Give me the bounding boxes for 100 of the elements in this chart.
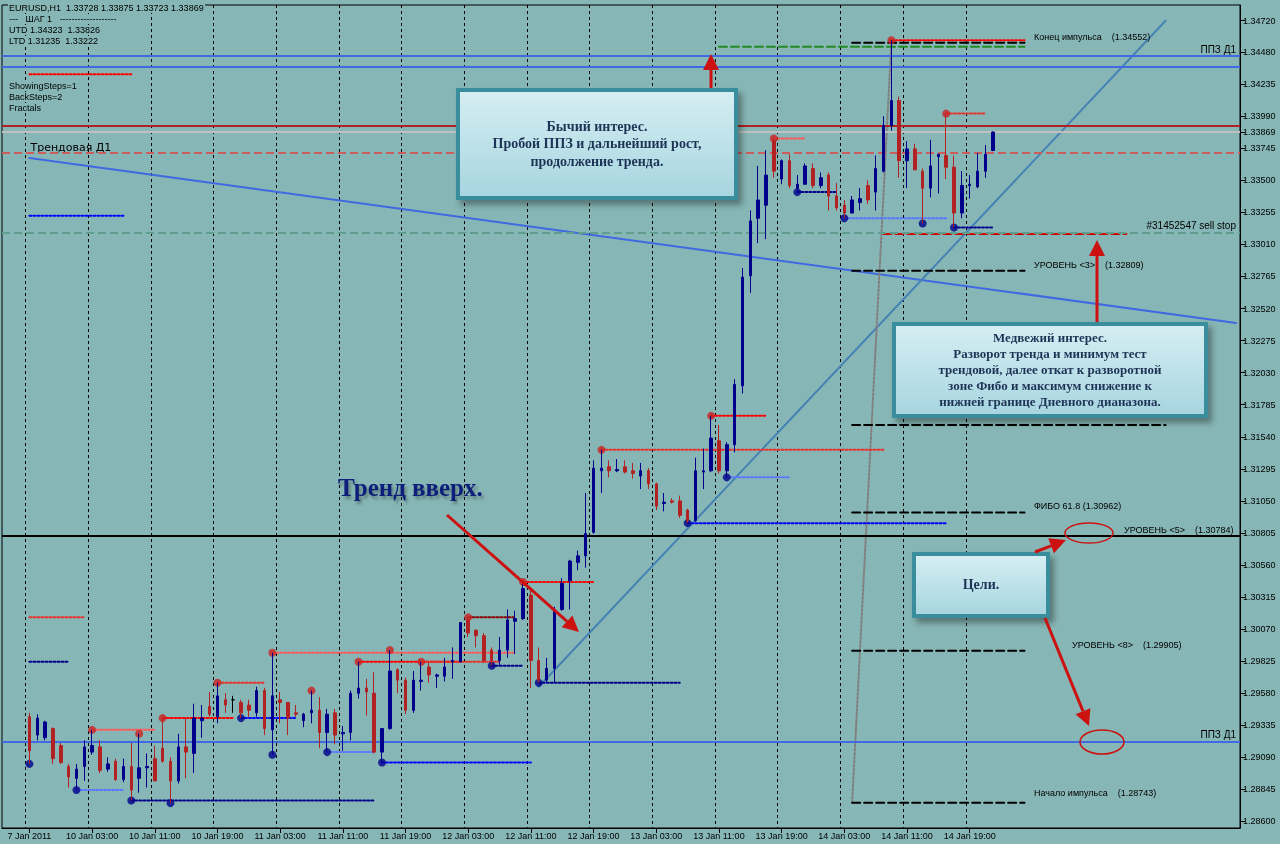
annotation: UTD 1.34323 1.33826	[8, 25, 102, 35]
candlestick	[36, 713, 39, 741]
candlestick	[678, 495, 682, 519]
text-box: Цели.	[912, 552, 1050, 618]
candlestick	[913, 143, 917, 171]
annotation: Конец импульса (1.34552)	[1034, 32, 1151, 42]
candlestick	[968, 174, 971, 200]
y-tick-label: 1.33010	[1243, 239, 1276, 250]
candlestick	[819, 171, 823, 189]
candlestick	[278, 691, 282, 724]
candlestick	[474, 628, 478, 648]
x-tick-label: 11 Jan 19:00	[379, 830, 432, 841]
candlestick	[365, 678, 368, 716]
candlestick	[529, 588, 533, 689]
candlestick	[357, 661, 360, 699]
candlestick	[545, 657, 548, 684]
point	[487, 661, 496, 670]
annotation: ShowingSteps=1	[8, 81, 78, 91]
x-tick-label: 13 Jan 11:00	[693, 830, 745, 841]
candlestick	[231, 695, 235, 714]
annotation: УРОВЕНЬ <5> (1.30784)	[1124, 525, 1234, 535]
candlestick	[615, 458, 619, 473]
annotation: ФИБО 61.8 (1.30962)	[1034, 501, 1122, 511]
candlestick	[192, 703, 196, 774]
candlestick	[788, 153, 791, 189]
candlestick	[482, 632, 486, 664]
candlestick	[271, 652, 274, 756]
y-tick-label: 1.34480	[1243, 47, 1276, 58]
candlestick	[835, 182, 838, 211]
candlestick	[310, 690, 313, 724]
candlestick	[937, 153, 940, 194]
candlestick	[177, 733, 180, 785]
candlestick	[764, 149, 768, 240]
candlestick	[537, 646, 540, 684]
candlestick	[396, 667, 399, 694]
candlestick	[333, 708, 337, 745]
candlestick	[553, 606, 556, 684]
candlestick	[560, 577, 564, 612]
candlestick	[929, 139, 932, 198]
candlestick	[263, 687, 266, 736]
series-label: Трендовая Д1	[29, 140, 112, 154]
annotation: BackSteps=2	[8, 92, 64, 102]
y-tick-label: 1.29580	[1243, 688, 1276, 699]
point	[236, 714, 245, 723]
candlestick	[98, 739, 102, 774]
point	[268, 750, 277, 759]
y-tick-label: 1.29825	[1243, 656, 1276, 667]
y-tick-label: 1.28600	[1243, 816, 1276, 827]
candlestick	[568, 559, 572, 610]
candlestick	[255, 686, 258, 718]
candlestick	[153, 745, 157, 782]
y-tick-label: 1.33255	[1243, 207, 1276, 218]
candlestick	[427, 662, 431, 684]
text-box: Бычий интерес. Пробой ППЗ и дальнейший рост, продолжение тренда.	[456, 88, 738, 200]
point	[417, 657, 426, 666]
candlestick	[584, 492, 587, 569]
point	[378, 758, 387, 767]
candlestick	[756, 165, 760, 244]
point	[135, 729, 144, 738]
candlestick	[247, 699, 251, 718]
candlestick	[294, 704, 298, 718]
candlestick	[960, 170, 964, 219]
point	[385, 646, 394, 655]
point	[597, 445, 606, 454]
candlestick	[803, 162, 807, 185]
candlestick	[114, 758, 117, 782]
y-tick-label: 1.30315	[1243, 592, 1276, 603]
candlestick	[741, 267, 744, 395]
y-tick-label: 1.34235	[1243, 79, 1276, 90]
ref-line-label: #31452547 sell stop	[1146, 220, 1237, 232]
candlestick	[827, 171, 830, 211]
candlestick	[984, 144, 987, 179]
candlestick	[592, 459, 595, 535]
candlestick	[905, 140, 909, 189]
candlestick	[200, 704, 204, 739]
x-tick-label: 10 Jan 11:00	[129, 830, 181, 841]
x-tick-label: 13 Jan 19:00	[755, 830, 808, 841]
x-tick-label: 12 Jan 19:00	[567, 830, 620, 841]
candlestick	[286, 701, 290, 736]
y-tick-label: 1.33500	[1243, 175, 1276, 186]
candlestick	[122, 758, 125, 783]
candlestick	[991, 130, 995, 152]
candlestick	[43, 720, 47, 741]
candlestick	[874, 154, 877, 211]
x-tick-label: 11 Jan 03:00	[254, 830, 306, 841]
candlestick	[686, 508, 689, 524]
annotation: LTD 1.31235 1.33222	[8, 36, 99, 46]
candlestick	[404, 677, 407, 715]
x-tick-label: 10 Jan 19:00	[191, 830, 244, 841]
x-tick-label: 14 Jan 11:00	[881, 830, 933, 841]
y-tick-label: 1.30070	[1243, 624, 1276, 635]
x-tick-label: 11 Jan 11:00	[317, 830, 369, 841]
candlestick	[169, 756, 172, 804]
y-tick-label: 1.33745	[1243, 143, 1276, 154]
y-tick-label: 1.30805	[1243, 527, 1276, 538]
y-tick-label: 1.30560	[1243, 560, 1276, 571]
candlestick	[850, 195, 854, 214]
candlestick	[451, 646, 454, 680]
candlestick	[67, 763, 70, 788]
candlestick	[623, 459, 627, 474]
